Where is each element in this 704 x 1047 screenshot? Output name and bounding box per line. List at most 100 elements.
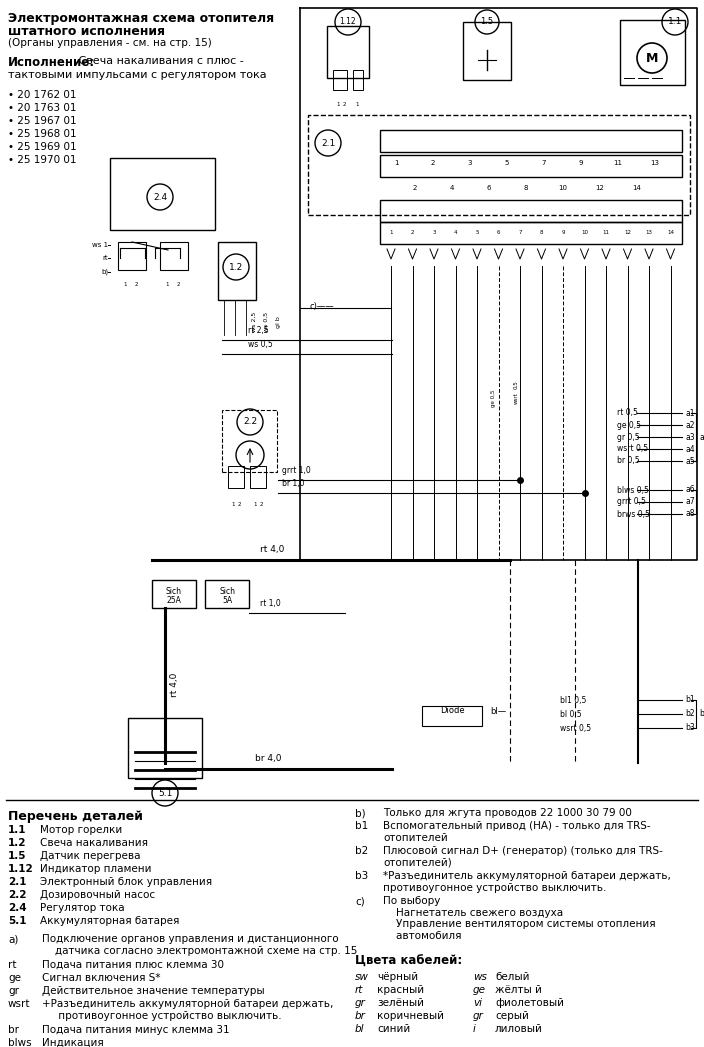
Text: 2.1: 2.1 [321, 138, 335, 148]
Text: a8: a8 [685, 510, 695, 518]
Text: a4: a4 [685, 445, 695, 453]
Text: Подключение органов управления и дистанционного
    датчика согласно электромонт: Подключение органов управления и дистанц… [42, 934, 358, 956]
Text: c)——: c)—— [310, 302, 334, 311]
Text: a2: a2 [685, 421, 695, 429]
Text: rt: rt [8, 960, 16, 970]
Text: 14: 14 [667, 230, 674, 236]
Text: Сигнал включения S*: Сигнал включения S* [42, 973, 161, 983]
Text: Подача питания плюс клемма 30: Подача питания плюс клемма 30 [42, 960, 224, 970]
Text: Дозировочный насос: Дозировочный насос [40, 890, 155, 900]
Text: br 0,5: br 0,5 [617, 456, 640, 466]
Text: лиловый: лиловый [495, 1024, 543, 1034]
Text: wsrt: wsrt [8, 999, 30, 1009]
Text: ws 0,5: ws 0,5 [248, 340, 272, 349]
Text: a3: a3 [685, 432, 695, 442]
Text: bl—: bl— [490, 708, 506, 716]
Text: b2: b2 [355, 846, 368, 856]
Text: M: M [646, 51, 658, 65]
Text: Мотор горелки: Мотор горелки [40, 825, 122, 836]
Text: красный: красный [377, 985, 424, 995]
Text: 2.1: 2.1 [8, 877, 27, 887]
Text: 8: 8 [540, 230, 543, 236]
Text: b1: b1 [685, 695, 695, 705]
Text: 2: 2 [413, 185, 417, 191]
Text: Электромонтажная схема отопителя: Электромонтажная схема отопителя [8, 12, 274, 25]
Bar [380, 222, 682, 244]
Text: 2.2: 2.2 [243, 418, 257, 426]
Text: Вспомогательный привод (НА) - только для TRS-
отопителей: Вспомогательный привод (НА) - только для… [383, 821, 650, 843]
Bar [128, 718, 202, 778]
Text: • 25 1970 01: • 25 1970 01 [8, 155, 77, 165]
Text: 1.1: 1.1 [668, 18, 682, 26]
Text: rt 2,5: rt 2,5 [248, 326, 269, 335]
Text: a6: a6 [685, 486, 695, 494]
Text: 1: 1 [123, 282, 127, 287]
Bar [250, 466, 266, 488]
Text: • 25 1968 01: • 25 1968 01 [8, 129, 77, 139]
Text: Sich: Sich [219, 587, 235, 596]
Text: *Разъединитель аккумуляторной батареи держать,
противоугонное устройство выключи: *Разъединитель аккумуляторной батареи де… [383, 871, 671, 893]
Text: 14: 14 [633, 185, 641, 191]
Text: 1: 1 [394, 160, 398, 166]
Text: bl 0,5: bl 0,5 [560, 710, 582, 718]
Text: rt 4,0: rt 4,0 [170, 673, 179, 697]
Bar [118, 242, 146, 270]
Text: Действительное значение температуры: Действительное значение температуры [42, 986, 265, 996]
Text: grrt 0,5: grrt 0,5 [617, 497, 646, 507]
Bar [327, 26, 369, 77]
Text: Аккумуляторная батарея: Аккумуляторная батарея [40, 916, 180, 926]
Text: 2.2: 2.2 [8, 890, 27, 900]
Text: 11: 11 [603, 230, 610, 236]
Bar [308, 115, 690, 215]
Text: bl1 0,5: bl1 0,5 [560, 695, 586, 705]
Text: 3: 3 [467, 160, 472, 166]
Text: blws: blws [8, 1038, 32, 1047]
Bar [380, 155, 682, 177]
Text: 25A: 25A [167, 596, 182, 605]
Text: Датчик перегрева: Датчик перегрева [40, 851, 141, 861]
Text: ws 1: ws 1 [92, 242, 108, 248]
Text: 5A: 5A [222, 596, 232, 605]
Text: 9: 9 [561, 230, 565, 236]
Text: wsrt 0,5: wsrt 0,5 [560, 723, 591, 733]
Text: grrt 1,0: grrt 1,0 [282, 466, 310, 475]
Text: По выбору
    Нагнетатель свежего воздуха
    Управление вентилятором системы от: По выбору Нагнетатель свежего воздуха Уп… [383, 896, 655, 941]
Text: wsrt: wsrt [513, 393, 519, 404]
Text: ws 0,5: ws 0,5 [264, 312, 269, 332]
Text: c): c) [355, 896, 365, 906]
Text: rt 0,5: rt 0,5 [617, 408, 638, 418]
Bar [422, 706, 482, 726]
Text: rt 1,0: rt 1,0 [260, 599, 281, 608]
Text: • 25 1969 01: • 25 1969 01 [8, 142, 77, 152]
Text: i: i [473, 1024, 476, 1034]
Text: Электронный блок управления: Электронный блок управления [40, 877, 212, 887]
Text: gr: gr [355, 998, 366, 1008]
Text: wsrt 0,5: wsrt 0,5 [617, 445, 648, 453]
Text: rt: rt [102, 255, 108, 261]
Text: 10: 10 [581, 230, 588, 236]
Bar [205, 580, 249, 608]
Text: • 20 1762 01: • 20 1762 01 [8, 90, 77, 101]
Text: зелёный: зелёный [377, 998, 424, 1008]
Text: vi: vi [473, 998, 482, 1008]
Text: 4: 4 [450, 185, 454, 191]
Text: rt: rt [355, 985, 363, 995]
Text: ge: ge [8, 973, 21, 983]
Bar [380, 130, 682, 152]
Text: 1: 1 [389, 230, 393, 236]
Text: 5.1: 5.1 [158, 788, 172, 798]
Text: 1: 1 [165, 282, 168, 287]
Text: gr 0,5: gr 0,5 [617, 432, 640, 442]
Text: фиолетовый: фиолетовый [495, 998, 564, 1008]
Text: Diode: Diode [440, 706, 465, 715]
Text: a7: a7 [685, 497, 695, 507]
Text: al: al [699, 432, 704, 442]
Text: 8: 8 [524, 185, 528, 191]
Text: белый: белый [495, 972, 529, 982]
Text: br: br [355, 1011, 366, 1021]
Text: 2: 2 [410, 230, 414, 236]
Text: штатного исполнения: штатного исполнения [8, 25, 165, 38]
Text: 2.4: 2.4 [153, 193, 167, 201]
Text: 6: 6 [486, 185, 491, 191]
Text: тактовыми импульсами с регулятором тока: тактовыми импульсами с регулятором тока [8, 70, 267, 80]
